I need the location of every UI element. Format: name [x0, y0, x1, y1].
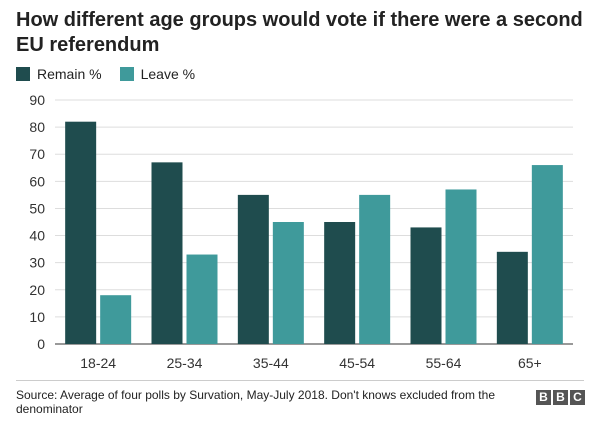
- y-tick-label: 90: [29, 92, 45, 108]
- y-tick-label: 30: [29, 255, 45, 271]
- x-axis-tick-labels: 18-24 25-34 35-44 45-54 55-64 65+: [80, 355, 541, 371]
- bbc-logo: B B C: [534, 390, 585, 405]
- legend-swatch-remain: [16, 67, 30, 81]
- bbc-logo-letter: C: [570, 390, 585, 405]
- y-tick-label: 20: [29, 282, 45, 298]
- bar-remain-55-64: [410, 227, 442, 344]
- bar-leave-55-64: [445, 189, 477, 344]
- legend-item-remain: Remain %: [16, 66, 102, 82]
- bar-remain-65: [496, 251, 528, 344]
- bar-leave-45-54: [359, 194, 391, 344]
- x-tick-label: 55-64: [426, 355, 462, 371]
- bbc-logo-letter: B: [536, 390, 551, 405]
- legend-label-remain: Remain %: [37, 66, 102, 82]
- y-tick-label: 10: [29, 309, 45, 325]
- y-tick-label: 70: [29, 146, 45, 162]
- bbc-logo-letter: B: [553, 390, 568, 405]
- gridlines: [55, 99, 573, 345]
- chart-title: How different age groups would vote if t…: [16, 9, 583, 56]
- bars: [65, 121, 563, 344]
- y-tick-label: 60: [29, 173, 45, 189]
- x-tick-label: 45-54: [339, 355, 375, 371]
- y-tick-label: 40: [29, 228, 45, 244]
- x-tick-label: 18-24: [80, 355, 116, 371]
- x-tick-label: 65+: [518, 355, 542, 371]
- y-axis-tick-labels: 0 10 20 30 40 50 60 70 80 90: [29, 92, 45, 352]
- x-tick-label: 35-44: [253, 355, 289, 371]
- bar-remain-18-24: [65, 121, 97, 344]
- bar-leave-18-24: [100, 295, 132, 344]
- bar-chart: 0 10 20 30 40 50 60 70 80 90 18-24 25-34 35-44 45-54…: [29, 92, 573, 371]
- legend-label-leave: Leave %: [140, 66, 196, 82]
- bar-remain-45-54: [324, 222, 356, 344]
- bar-leave-35-44: [272, 222, 304, 344]
- bar-remain-35-44: [237, 194, 269, 344]
- y-tick-label: 80: [29, 119, 45, 135]
- chart-legend: Remain % Leave %: [16, 64, 213, 84]
- legend-swatch-leave: [119, 67, 134, 81]
- y-tick-label: 0: [37, 336, 45, 352]
- legend-item-leave: Leave %: [119, 66, 196, 82]
- x-tick-label: 25-34: [167, 355, 203, 371]
- footer-divider: [16, 380, 584, 381]
- source-note: Source: Average of four polls by Survati…: [16, 388, 495, 416]
- y-tick-label: 50: [29, 200, 45, 216]
- bar-leave-25-34: [186, 254, 218, 344]
- bar-remain-25-34: [151, 162, 183, 344]
- bar-leave-65: [531, 165, 563, 344]
